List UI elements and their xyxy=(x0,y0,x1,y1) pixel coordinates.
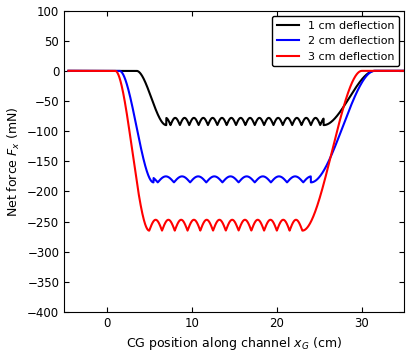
2 cm deflection xyxy=(395,69,400,73)
3 cm deflection xyxy=(209,225,214,229)
1 cm deflection xyxy=(164,123,169,127)
2 cm deflection xyxy=(308,180,312,184)
2 cm deflection xyxy=(209,175,214,179)
3 cm deflection xyxy=(104,69,109,73)
1 cm deflection xyxy=(104,69,109,73)
Legend: 1 cm deflection, 2 cm deflection, 3 cm deflection: 1 cm deflection, 2 cm deflection, 3 cm d… xyxy=(272,16,398,66)
2 cm deflection xyxy=(358,81,363,85)
1 cm deflection xyxy=(66,69,71,73)
2 cm deflection xyxy=(194,174,199,179)
3 cm deflection xyxy=(66,69,71,73)
1 cm deflection xyxy=(124,69,129,73)
2 cm deflection xyxy=(66,69,71,73)
1 cm deflection xyxy=(401,69,406,73)
3 cm deflection xyxy=(194,221,199,226)
3 cm deflection xyxy=(124,111,129,115)
3 cm deflection xyxy=(401,69,406,73)
3 cm deflection xyxy=(395,69,400,73)
2 cm deflection xyxy=(104,69,109,73)
3 cm deflection xyxy=(358,69,363,73)
2 cm deflection xyxy=(124,82,129,86)
2 cm deflection xyxy=(401,69,406,73)
Y-axis label: Net force $F_x$ (mN): Net force $F_x$ (mN) xyxy=(6,106,22,217)
1 cm deflection xyxy=(395,69,400,73)
1 cm deflection xyxy=(209,116,214,120)
Line: 3 cm deflection: 3 cm deflection xyxy=(68,71,403,231)
1 cm deflection xyxy=(194,120,199,125)
1 cm deflection xyxy=(358,77,363,82)
Line: 1 cm deflection: 1 cm deflection xyxy=(68,71,403,125)
X-axis label: CG position along channel $x_G$ (cm): CG position along channel $x_G$ (cm) xyxy=(126,335,342,352)
Line: 2 cm deflection: 2 cm deflection xyxy=(68,71,403,182)
3 cm deflection xyxy=(299,228,304,233)
